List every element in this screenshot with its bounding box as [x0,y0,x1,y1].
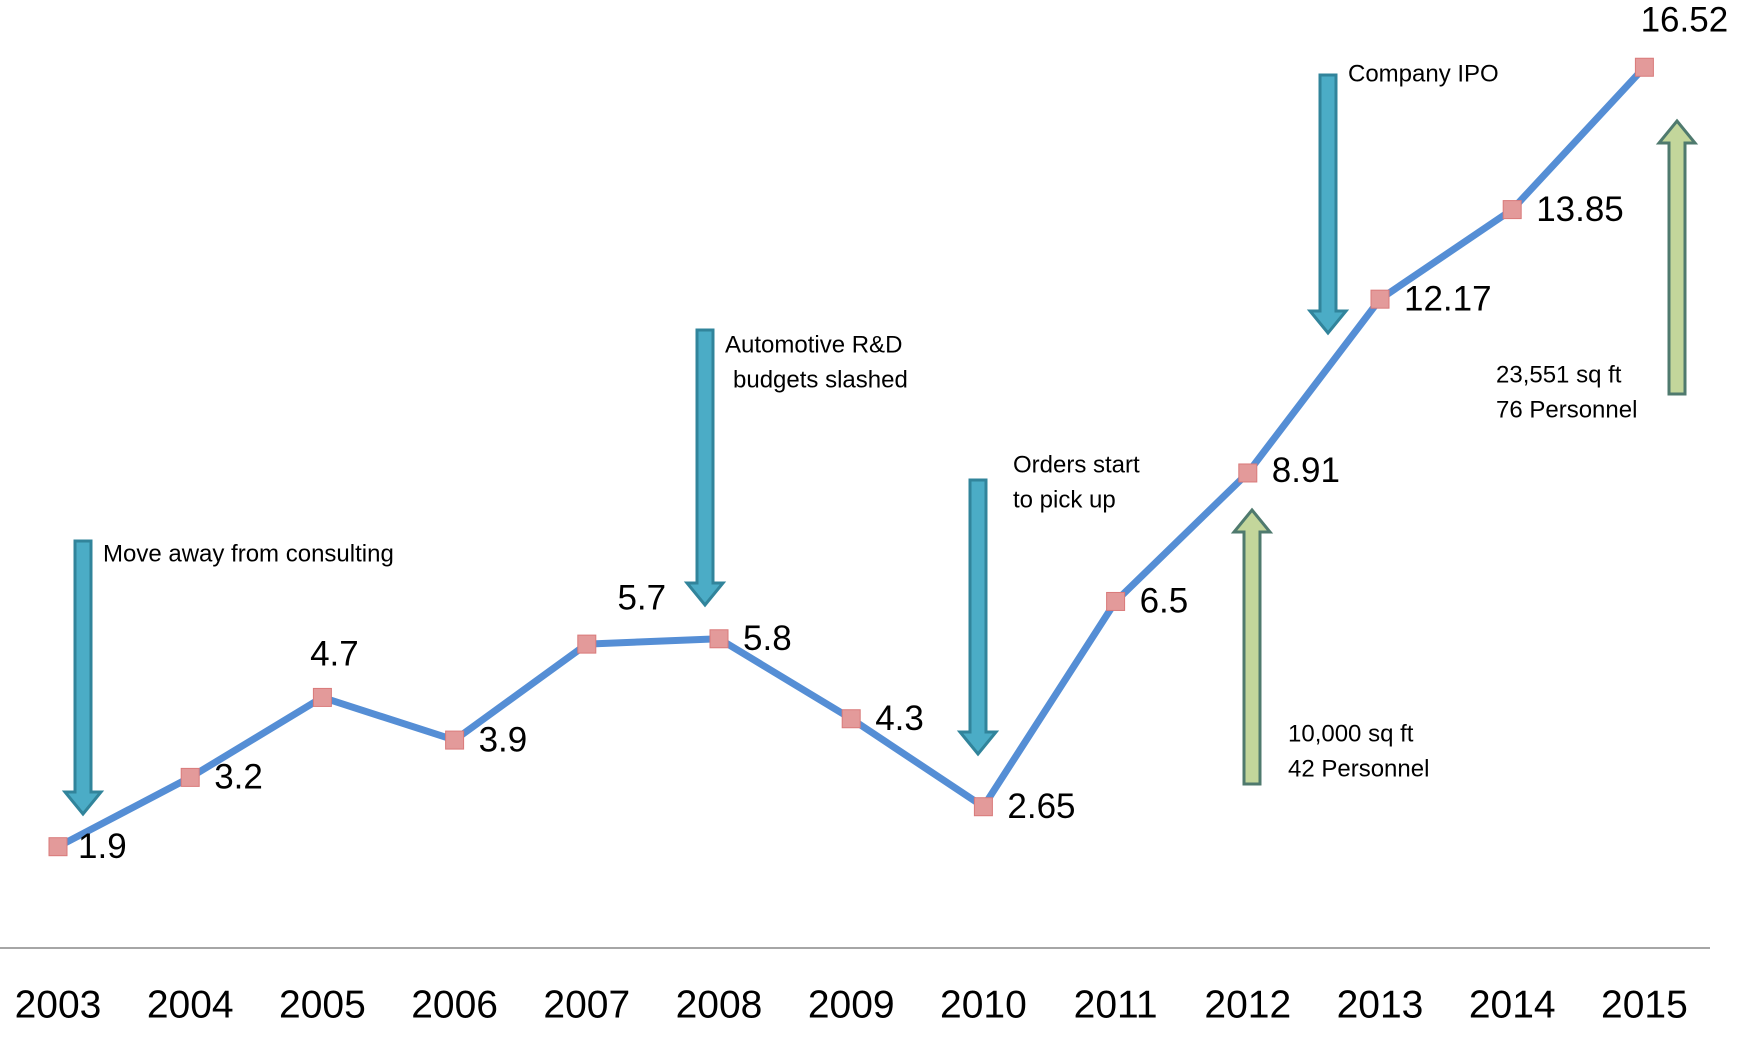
annotation-text: budgets slashed [733,366,908,393]
data-marker [1106,591,1126,611]
data-marker [312,687,332,707]
annotation-text: 76 Personnel [1496,396,1637,423]
x-tick-label: 2014 [1469,983,1556,1026]
annotation-text: 10,000 sq ft [1288,720,1414,747]
annotation-text: to pick up [1013,486,1116,513]
x-tick-label: 2003 [15,983,102,1026]
annotation-arrow [1655,118,1699,396]
x-tick-label: 2006 [411,983,498,1026]
data-marker [48,837,68,857]
x-tick-label: 2011 [1074,983,1158,1026]
annotation-text: Orders start [1013,451,1140,478]
data-marker [1370,289,1390,309]
data-marker [445,730,465,750]
data-marker [973,797,993,817]
value-label: 4.3 [875,699,924,738]
value-label: 5.8 [743,619,792,658]
annotation-text: 42 Personnel [1288,755,1429,782]
x-tick-label: 2009 [808,983,895,1026]
data-marker [841,709,861,729]
annotation-text: Company IPO [1348,60,1499,87]
value-label: 8.91 [1272,451,1340,490]
annotation-text: Automotive R&D [725,331,902,358]
value-label: 3.2 [214,758,263,797]
data-marker [709,629,729,649]
data-marker [180,767,200,787]
value-label: 16.52 [1641,0,1729,39]
value-label: 3.9 [479,720,528,759]
x-tick-label: 2005 [279,983,366,1026]
x-tick-label: 2010 [940,983,1027,1026]
data-marker [1238,463,1258,483]
annotation-arrow [683,328,727,608]
annotation-text: 23,551 sq ft [1496,361,1622,388]
x-tick-label: 2015 [1601,983,1688,1026]
data-marker [1634,57,1654,77]
value-label: 6.5 [1140,582,1189,621]
annotation-arrow [956,478,1000,757]
annotation-arrow [1306,73,1350,336]
data-marker [1502,200,1522,220]
value-label: 13.85 [1536,190,1624,229]
value-label: 5.7 [617,578,666,617]
value-label: 2.65 [1007,787,1075,826]
value-label: 1.9 [78,827,127,866]
annotation-arrow [1230,507,1274,786]
annotation-text: Move away from consulting [103,540,394,567]
x-tick-label: 2012 [1204,983,1291,1026]
annotation-arrow [61,539,105,817]
value-label: 4.7 [310,635,359,674]
x-tick-label: 2013 [1337,983,1424,1026]
x-tick-label: 2007 [543,983,630,1026]
value-label: 12.17 [1404,279,1492,318]
data-marker [577,634,597,654]
x-tick-label: 2004 [147,983,234,1026]
x-tick-label: 2008 [676,983,763,1026]
